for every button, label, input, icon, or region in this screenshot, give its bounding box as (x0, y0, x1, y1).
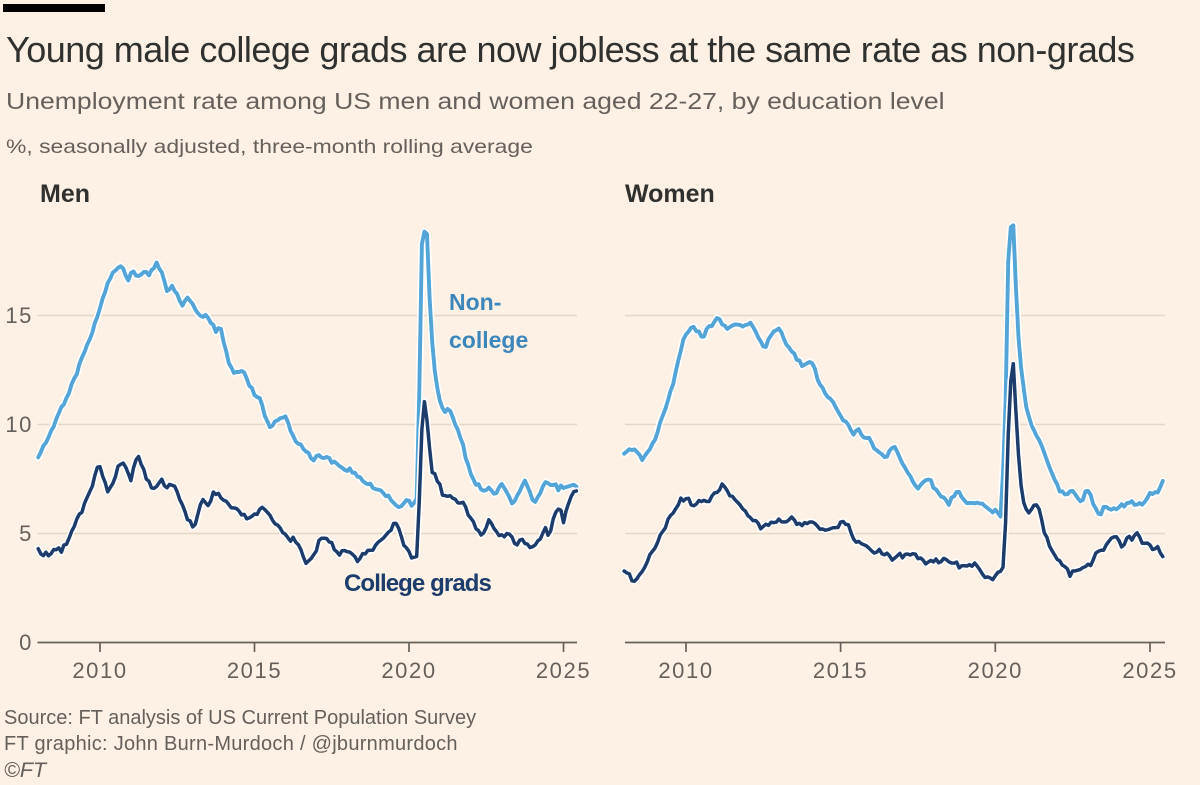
svg-text:5: 5 (19, 521, 33, 546)
svg-text:15: 15 (5, 303, 33, 328)
svg-text:2010: 2010 (658, 658, 713, 683)
svg-text:2020: 2020 (968, 658, 1023, 683)
svg-text:2025: 2025 (1122, 658, 1177, 683)
svg-text:2015: 2015 (813, 658, 868, 683)
svg-text:10: 10 (5, 412, 33, 437)
svg-text:2020: 2020 (381, 658, 436, 683)
svg-text:2015: 2015 (227, 658, 282, 683)
svg-text:2010: 2010 (72, 658, 127, 683)
svg-text:2025: 2025 (536, 658, 591, 683)
svg-text:0: 0 (19, 630, 33, 655)
